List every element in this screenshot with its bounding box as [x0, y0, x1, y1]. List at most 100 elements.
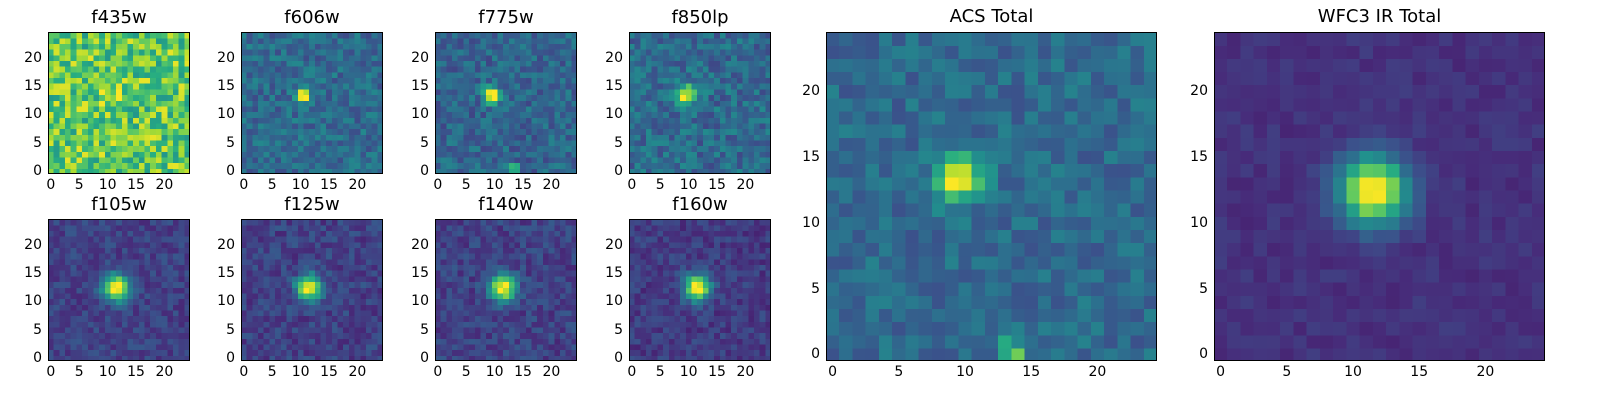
- heatmap-cell: [646, 287, 653, 294]
- heatmap-cell: [133, 156, 140, 164]
- heatmap-cell: [343, 298, 350, 305]
- heatmap-cell: [297, 54, 305, 61]
- heatmap-cell: [446, 128, 453, 135]
- heatmap-cell: [685, 94, 693, 101]
- heatmap-cell: [93, 32, 100, 39]
- heatmap-cell: [548, 281, 555, 288]
- heatmap-cell: [691, 49, 698, 56]
- heatmap-cell: [155, 298, 163, 305]
- heatmap-cell: [365, 332, 373, 339]
- heatmap-cell: [548, 66, 555, 73]
- heatmap-cell: [725, 258, 732, 266]
- y-tick-label: 5: [33, 134, 42, 151]
- heatmap-cell: [161, 258, 168, 266]
- heatmap-cell: [486, 281, 493, 288]
- heatmap-cell: [252, 270, 259, 277]
- heatmap-cell: [377, 321, 383, 328]
- heatmap-cell: [354, 156, 361, 164]
- heatmap-cell: [742, 309, 749, 317]
- heatmap-cell: [691, 128, 698, 135]
- heatmap-cell: [646, 349, 653, 356]
- heatmap-cell: [70, 100, 77, 107]
- heatmap-cell: [559, 349, 567, 356]
- heatmap-cell: [680, 355, 687, 361]
- heatmap-cell: [469, 338, 476, 345]
- heatmap-cell: [531, 43, 538, 50]
- heatmap-cell: [87, 281, 95, 288]
- heatmap-cell: [178, 151, 185, 158]
- heatmap-cell: [133, 66, 140, 73]
- heatmap-cell: [565, 162, 572, 169]
- heatmap-cell: [252, 117, 259, 124]
- heatmap-cell: [320, 304, 327, 311]
- heatmap-cell: [497, 292, 504, 300]
- heatmap-cell: [155, 88, 163, 96]
- heatmap-cell: [297, 224, 305, 231]
- heatmap-cell: [258, 236, 265, 243]
- heatmap-cell: [76, 230, 83, 237]
- heatmap-cell: [275, 139, 282, 147]
- heatmap-cell: [736, 253, 744, 260]
- heatmap-cell: [571, 134, 577, 141]
- heatmap-cell: [759, 281, 766, 288]
- heatmap-cell: [138, 304, 146, 311]
- y-tick-label: 0: [614, 163, 623, 180]
- heatmap-cell: [457, 122, 464, 130]
- heatmap-cell: [320, 105, 327, 113]
- heatmap-cell: [640, 309, 647, 317]
- heatmap-cell: [297, 145, 305, 152]
- heatmap-cell: [178, 71, 185, 79]
- heatmap-cell: [167, 343, 174, 351]
- heatmap-cell: [554, 236, 561, 243]
- heatmap-cell: [457, 241, 464, 248]
- heatmap-cell: [348, 292, 356, 300]
- heatmap-cell: [127, 264, 134, 271]
- heatmap-cell: [714, 117, 721, 124]
- heatmap-cell: [634, 151, 641, 158]
- heatmap-cell: [82, 66, 89, 73]
- heatmap-cell: [144, 105, 151, 113]
- heatmap-cell: [144, 60, 151, 67]
- heatmap-cell: [571, 338, 577, 345]
- heatmap-cell: [691, 156, 698, 164]
- heatmap-cell: [258, 162, 265, 169]
- heatmap-cell: [53, 236, 60, 243]
- heatmap-cell: [491, 77, 499, 84]
- heatmap-cell: [320, 315, 327, 322]
- heatmap-cell: [371, 94, 378, 101]
- heatmap-cell: [320, 168, 327, 174]
- heatmap-cell: [337, 315, 344, 322]
- heatmap-cell: [520, 88, 527, 96]
- heatmap-cell: [377, 145, 383, 152]
- heatmap-cell: [184, 71, 190, 79]
- heatmap-cell: [314, 224, 322, 231]
- heatmap-cell: [525, 224, 533, 231]
- heatmap-cell: [503, 111, 510, 118]
- heatmap-cell: [440, 77, 447, 84]
- heatmap-cell: [348, 321, 356, 328]
- heatmap-cell: [719, 162, 727, 169]
- heatmap-cell: [246, 71, 253, 79]
- heatmap-cell: [474, 151, 482, 158]
- heatmap-cell: [554, 264, 561, 271]
- heatmap-cell: [252, 88, 259, 96]
- heatmap-cell: [520, 264, 527, 271]
- heatmap-cell: [70, 66, 77, 73]
- heatmap-cell: [371, 66, 378, 73]
- panel-f160w: f160w 0 5 10 15 20 0 5 10 15 20: [605, 194, 771, 379]
- heatmap-cell: [138, 338, 146, 345]
- heatmap-cell: [167, 241, 174, 248]
- heatmap-cell: [178, 162, 185, 169]
- heatmap-cell: [748, 247, 755, 254]
- heatmap-cell: [252, 321, 259, 328]
- heatmap-cell: [59, 162, 66, 169]
- heatmap-cell: [640, 162, 647, 169]
- heatmap-cell: [76, 88, 83, 96]
- heatmap-cell: [365, 111, 373, 118]
- heatmap-cell: [87, 253, 95, 260]
- heatmap-cell: [725, 37, 732, 44]
- heatmap-cell: [348, 32, 356, 39]
- heatmap-cell: [753, 338, 761, 345]
- heatmap-cell: [759, 54, 766, 61]
- heatmap-cell: [634, 309, 641, 317]
